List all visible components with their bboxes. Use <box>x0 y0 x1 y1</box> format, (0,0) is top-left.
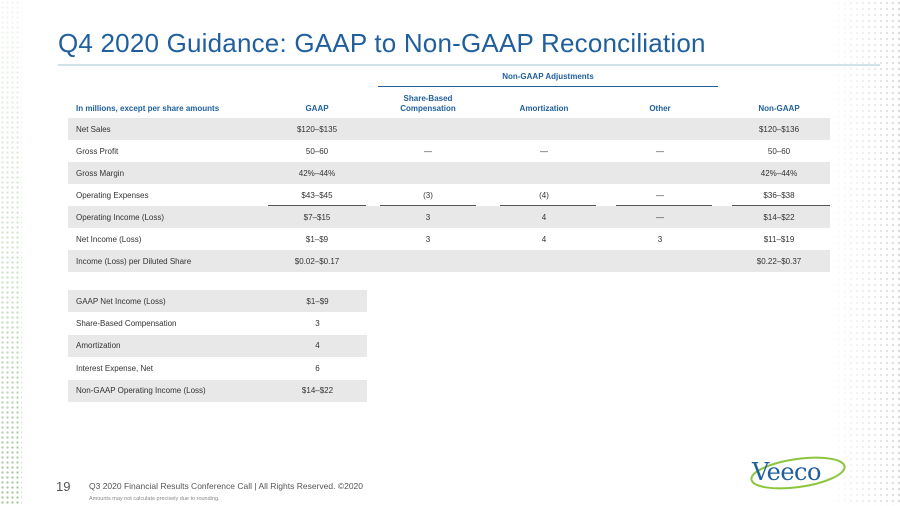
logo-swoosh-icon <box>750 456 846 490</box>
item-value: $14–$22 <box>301 386 334 396</box>
other-value: — <box>656 190 664 200</box>
adjustments-header: Non-GAAP Adjustments <box>502 72 594 81</box>
row-label: Net Sales <box>76 124 111 134</box>
sbc-value: (3) <box>423 190 433 200</box>
other-value: — <box>656 212 664 222</box>
non-gaap-value: 42%–44% <box>760 168 798 178</box>
item-label: GAAP Net Income (Loss) <box>76 296 166 306</box>
sbc-value: 3 <box>425 234 431 244</box>
gaap-value: 50–60 <box>305 146 329 156</box>
other-value: — <box>656 146 664 156</box>
amortization-value: 4 <box>541 234 547 244</box>
row-label: Net Income (Loss) <box>76 234 142 244</box>
item-value: 6 <box>315 363 320 373</box>
table-row: Income (Loss) per Diluted Share $0.02–$0… <box>68 250 830 272</box>
footer-text: Q3 2020 Financial Results Conference Cal… <box>89 481 364 491</box>
operating-income-reconciliation-table: GAAP Net Income (Loss) $1–$9 Share-Based… <box>68 290 367 402</box>
gaap-value: 42%–44% <box>298 168 336 178</box>
row-label: Gross Profit <box>76 146 119 156</box>
table-row: Operating Expenses $43–$45 (3) (4) — $36… <box>68 184 830 206</box>
gaap-value: $120–$135 <box>296 124 338 134</box>
column-header-amortization: Amortization <box>519 104 569 113</box>
non-gaap-value: $11–$19 <box>763 234 795 244</box>
non-gaap-value: $0.22–$0.37 <box>756 256 802 266</box>
list-item: GAAP Net Income (Loss) $1–$9 <box>68 290 367 313</box>
amortization-value: (4) <box>539 190 549 200</box>
item-label: Interest Expense, Net <box>76 363 153 373</box>
column-header-other: Other <box>649 104 671 113</box>
other-value: 3 <box>657 234 663 244</box>
row-label: Income (Loss) per Diluted Share <box>76 256 192 266</box>
subtotal-rule-non-gaap <box>732 205 830 206</box>
subtotal-rule-other <box>616 205 712 206</box>
footnote: Amounts may not calculate precisely due … <box>89 496 220 502</box>
item-value: 3 <box>315 319 320 329</box>
item-value: $1–$9 <box>306 296 329 306</box>
non-gaap-value: 50–60 <box>767 146 791 156</box>
list-item: Interest Expense, Net 6 <box>68 357 367 379</box>
table-row: Net Income (Loss) $1–$9 3 4 3 $11–$19 <box>68 228 830 250</box>
list-item: Non-GAAP Operating Income (Loss) $14–$22 <box>68 379 367 402</box>
item-value: 4 <box>315 341 320 351</box>
decorative-dot-pattern-left <box>0 0 22 506</box>
gaap-value: $1–$9 <box>305 234 329 244</box>
row-label: Gross Margin <box>76 168 125 178</box>
row-label: Operating Income (Loss) <box>76 212 165 222</box>
gaap-value: $0.02–$0.17 <box>294 256 340 266</box>
amortization-value: — <box>540 146 548 156</box>
subtotal-rule-sbc <box>380 205 476 206</box>
non-gaap-value: $36–$38 <box>763 190 795 200</box>
column-header-gaap: GAAP <box>305 104 329 113</box>
reconciliation-table: Net Sales $120–$135 $120–$136 Gross Prof… <box>68 118 830 272</box>
list-item: Amortization 4 <box>68 334 367 358</box>
page-title: Q4 2020 Guidance: GAAP to Non-GAAP Recon… <box>58 28 706 58</box>
table-row: Operating Income (Loss) $7–$15 3 4 — $14… <box>68 206 830 228</box>
item-label: Share-Based Compensation <box>76 319 177 329</box>
column-header-sbc-line2: Compensation <box>400 104 456 113</box>
item-label: Non-GAAP Operating Income (Loss) <box>76 386 206 396</box>
column-header-non-gaap: Non-GAAP <box>758 104 800 113</box>
gaap-value: $43–$45 <box>301 190 333 200</box>
sbc-value: — <box>424 146 432 156</box>
title-divider <box>58 64 880 66</box>
column-header-label: In millions, except per share amounts <box>76 104 220 113</box>
table-row: Net Sales $120–$135 $120–$136 <box>68 118 830 140</box>
subtotal-rule-gaap <box>268 205 366 206</box>
column-header-sbc: Share-Based Compensation <box>380 94 476 114</box>
gaap-value: $7–$15 <box>303 212 331 222</box>
row-label: Operating Expenses <box>76 190 149 200</box>
non-gaap-value: $120–$136 <box>758 124 800 134</box>
page-number: 19 <box>56 479 71 494</box>
amortization-value: 4 <box>541 212 547 222</box>
subtotal-rule-amortization <box>500 205 596 206</box>
decorative-dot-pattern-right <box>830 0 900 506</box>
logo-text: Veeco <box>752 458 821 486</box>
list-item: Share-Based Compensation 3 <box>68 312 367 334</box>
adjustments-divider <box>378 86 718 87</box>
non-gaap-value: $14–$22 <box>763 212 795 222</box>
column-header-sbc-line1: Share-Based <box>403 94 453 103</box>
sbc-value: 3 <box>425 212 431 222</box>
item-label: Amortization <box>76 341 121 351</box>
table-row: Gross Profit 50–60 — — — 50–60 <box>68 140 830 162</box>
veeco-logo: Veeco <box>748 453 848 493</box>
table-row: Gross Margin 42%–44% 42%–44% <box>68 162 830 184</box>
